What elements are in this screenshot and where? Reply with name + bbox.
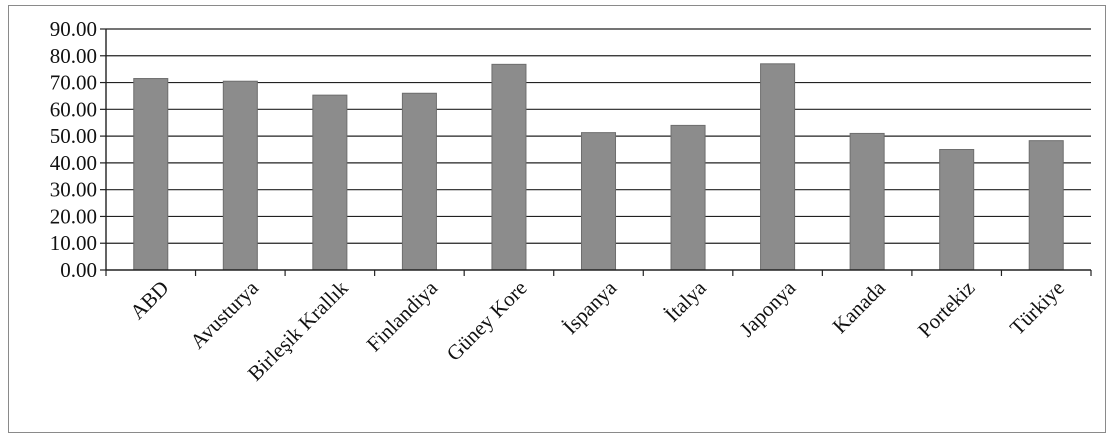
y-tick-label: 70.00: [50, 71, 97, 95]
bars: [133, 63, 1064, 271]
bar: [312, 94, 348, 271]
bar: [1028, 140, 1064, 271]
y-tick-label: 80.00: [50, 44, 97, 68]
bar: [580, 132, 617, 271]
axes: [100, 28, 1092, 276]
x-category-label: Avusturya: [185, 275, 263, 353]
bar: [491, 63, 527, 271]
y-tick-label: 20.00: [50, 204, 97, 228]
bar: [939, 149, 975, 271]
bar: [222, 80, 258, 271]
bar: [849, 132, 885, 271]
bar: [760, 63, 796, 271]
x-category-label: Kanada: [828, 275, 891, 338]
y-tick-label: 0.00: [60, 258, 97, 282]
x-category-label: Portekiz: [913, 276, 979, 342]
y-tick-label: 30.00: [50, 178, 97, 202]
y-tick-label: 10.00: [50, 231, 97, 255]
x-category-label: Japonya: [735, 275, 801, 341]
y-tick-label: 50.00: [50, 124, 97, 148]
chart-frame: 0.00 10.00 20.00 30.00 40.00 50.00 60.00 70.00 8…: [8, 5, 1106, 433]
y-tick-label: 90.00: [50, 17, 97, 41]
x-category-label: İtalya: [660, 275, 711, 326]
bar: [133, 78, 169, 271]
x-category-label: ABD: [125, 276, 173, 324]
y-tick-label: 40.00: [50, 151, 97, 175]
bar: [401, 92, 437, 271]
x-category-label: Türkiye: [1005, 276, 1069, 340]
x-category-label: İspanya: [558, 275, 622, 339]
y-tick-label: 60.00: [50, 97, 97, 121]
x-category-label: Güney Kore: [442, 276, 532, 366]
x-category-label: Finlandiya: [362, 275, 443, 356]
bar: [670, 124, 706, 271]
